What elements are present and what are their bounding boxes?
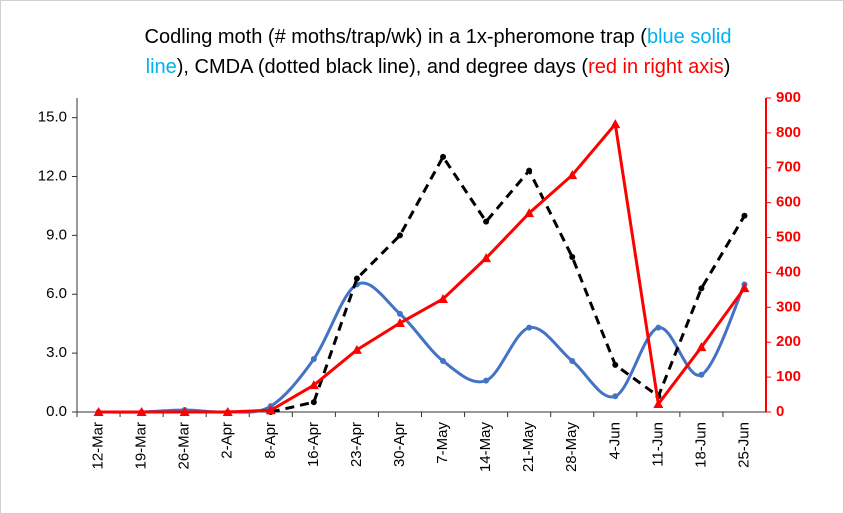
x-tick-label: 18-Jun bbox=[692, 422, 709, 468]
point-marker bbox=[569, 357, 576, 364]
x-tick-label: 14-May bbox=[477, 422, 494, 473]
point-marker bbox=[440, 357, 447, 364]
point-marker bbox=[698, 285, 705, 292]
y2-tick-label: 700 bbox=[776, 159, 801, 176]
triangle-marker bbox=[524, 208, 535, 218]
y2-tick-label: 300 bbox=[776, 298, 801, 315]
triangle-marker bbox=[136, 407, 147, 416]
point-marker bbox=[526, 324, 533, 331]
point-marker bbox=[655, 324, 662, 331]
triangle-marker bbox=[308, 380, 319, 390]
point-marker bbox=[396, 232, 403, 239]
title-part: ) bbox=[724, 56, 731, 78]
y-tick-label: 9.0 bbox=[46, 226, 67, 243]
triangle-marker bbox=[438, 293, 449, 303]
triangle-marker bbox=[222, 407, 233, 416]
series-line bbox=[98, 120, 746, 414]
point-marker bbox=[526, 167, 533, 174]
x-tick-label: 11-Jun bbox=[649, 422, 666, 467]
triangle-marker bbox=[739, 283, 750, 293]
triangle-marker bbox=[93, 407, 104, 416]
x-tick-label: 23-Apr bbox=[348, 422, 365, 467]
x-tick-label: 8-Apr bbox=[262, 422, 279, 459]
point-marker bbox=[483, 377, 490, 384]
point-marker bbox=[612, 361, 619, 368]
chart-title: line), CMDA (dotted black line), and deg… bbox=[146, 56, 731, 78]
point-marker bbox=[741, 212, 748, 219]
y-tick-label: 3.0 bbox=[46, 344, 67, 361]
triangle-marker bbox=[265, 405, 276, 415]
point-marker bbox=[612, 393, 619, 400]
x-tick-label: 30-Apr bbox=[391, 422, 408, 467]
y2-tick-label: 0 bbox=[776, 403, 784, 420]
x-tick-label: 25-Jun bbox=[735, 422, 752, 468]
point-marker bbox=[698, 371, 705, 378]
y2-tick-label: 200 bbox=[776, 333, 801, 350]
y-tick-label: 0.0 bbox=[46, 403, 67, 420]
y2-tick-label: 900 bbox=[776, 89, 801, 106]
x-tick-label: 28-May bbox=[563, 422, 580, 473]
triangle-marker bbox=[653, 398, 664, 408]
triangle-marker bbox=[394, 318, 405, 328]
triangle-marker bbox=[610, 119, 621, 129]
series-line bbox=[270, 153, 746, 414]
y-tick-label: 15.0 bbox=[38, 109, 67, 126]
y-tick-label: 6.0 bbox=[46, 285, 67, 302]
title-part: line bbox=[146, 56, 177, 78]
point-marker bbox=[440, 153, 447, 160]
point-marker bbox=[569, 253, 576, 260]
point-marker bbox=[310, 356, 317, 363]
x-tick-label: 4-Jun bbox=[606, 422, 623, 460]
y-tick-label: 12.0 bbox=[38, 167, 67, 184]
x-tick-label: 19-Mar bbox=[133, 422, 150, 470]
point-marker bbox=[396, 310, 403, 317]
point-marker bbox=[483, 218, 490, 225]
y2-tick-label: 400 bbox=[776, 263, 801, 280]
title-part: blue solid bbox=[647, 26, 732, 48]
point-marker bbox=[310, 399, 317, 406]
triangle-marker bbox=[351, 344, 362, 354]
title-part: ), CMDA (dotted black line), and degree … bbox=[177, 56, 589, 78]
triangle-marker bbox=[567, 170, 578, 180]
y2-tick-label: 500 bbox=[776, 229, 801, 246]
x-tick-label: 16-Apr bbox=[305, 422, 322, 467]
x-tick-label: 12-Mar bbox=[90, 422, 107, 470]
y2-tick-label: 800 bbox=[776, 124, 801, 141]
y2-tick-label: 600 bbox=[776, 194, 801, 211]
title-part: Codling moth (# moths/trap/wk) in a 1x-p… bbox=[145, 26, 648, 48]
triangle-marker bbox=[481, 253, 492, 263]
triangle-marker bbox=[179, 407, 190, 416]
chart-title: Codling moth (# moths/trap/wk) in a 1x-p… bbox=[145, 26, 732, 48]
title-part: red in right axis bbox=[588, 56, 724, 78]
triangle-marker bbox=[696, 342, 707, 352]
x-tick-label: 21-May bbox=[520, 422, 537, 473]
point-marker bbox=[353, 275, 360, 282]
x-tick-label: 26-Mar bbox=[176, 422, 193, 470]
x-tick-label: 2-Apr bbox=[219, 422, 236, 459]
y2-tick-label: 100 bbox=[776, 368, 801, 385]
x-tick-label: 7-May bbox=[434, 422, 451, 464]
